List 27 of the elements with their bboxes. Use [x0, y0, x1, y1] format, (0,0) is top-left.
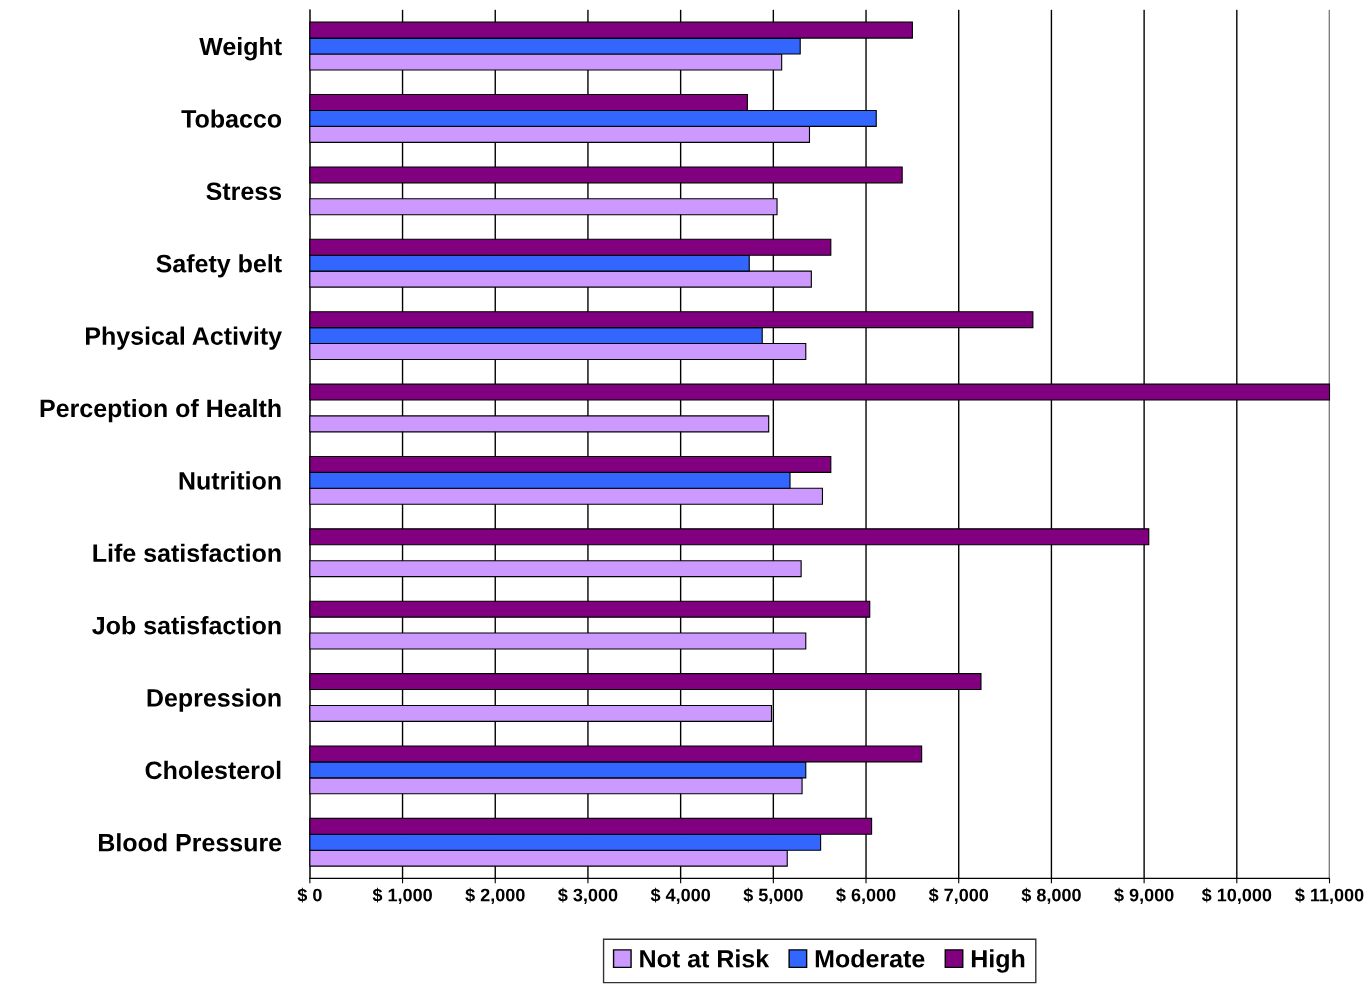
y-tick-label: Perception of Health: [40, 398, 281, 423]
x-tick-label: $ 6,000: [836, 887, 896, 905]
x-tick-label: $ 4,000: [650, 887, 711, 905]
x-tick-label: $ 0: [297, 887, 322, 903]
y-tick-label: Stress: [206, 182, 282, 201]
y-tick-label: Cholesterol: [145, 760, 281, 780]
y-tick-label: Physical Activity: [86, 326, 282, 350]
y-tick-label: Nutrition: [179, 471, 281, 490]
x-tick-label: $ 5,000: [743, 887, 803, 905]
x-tick-label: $ 3,000: [558, 887, 618, 905]
legend-label: Not at Risk: [640, 949, 770, 968]
y-tick-label: Tobacco: [181, 109, 282, 128]
x-tick-label: $ 2,000: [465, 887, 525, 905]
y-tick-label: Weight: [199, 37, 282, 61]
y-tick-label: Blood Pressure: [98, 833, 282, 852]
x-tick-label: $ 8,000: [1021, 887, 1081, 905]
y-tick-label: Safety belt: [156, 254, 282, 278]
legend-label: High: [971, 949, 1025, 973]
x-tick-label: $ 1,000: [372, 887, 432, 905]
x-tick-label: $ 9,000: [1114, 887, 1174, 905]
x-tick-label: $ 7,000: [928, 887, 989, 905]
x-tick-label: $ 11,000: [1295, 887, 1364, 905]
x-tick-label: $ 10,000: [1201, 887, 1272, 905]
legend-label: Moderate: [815, 949, 925, 968]
y-tick-label: Depression: [147, 688, 281, 712]
y-tick-label: Job satisfaction: [92, 616, 281, 635]
y-tick-label: Life satisfaction: [93, 543, 281, 563]
